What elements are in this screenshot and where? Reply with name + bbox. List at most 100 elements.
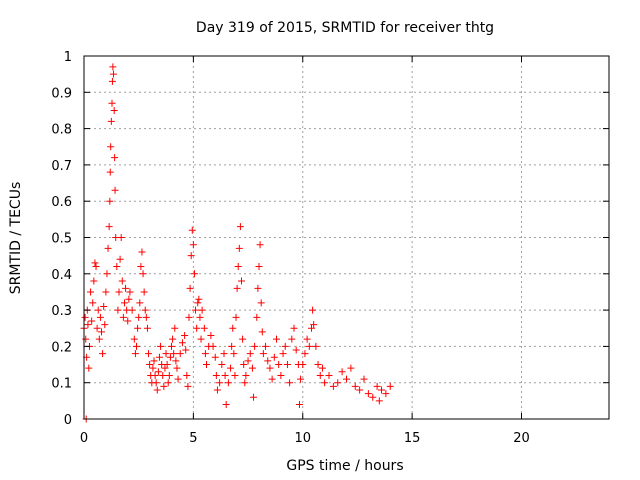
data-point [173,364,181,372]
data-point [130,335,138,343]
data-point [303,335,311,343]
data-point [110,106,118,114]
data-point [161,364,169,372]
data-point [190,270,198,278]
x-tick-label: 20 [513,431,530,446]
data-point [155,353,163,361]
data-point [195,295,203,303]
data-point [122,284,130,292]
data-point [235,244,243,252]
data-point [356,386,364,394]
data-point [270,353,278,361]
data-point [151,371,159,379]
data-point [111,186,119,194]
data-point [103,270,111,278]
data-point [351,382,359,390]
data-point [172,357,180,365]
data-point [241,379,249,387]
data-point [87,288,95,296]
data-point [81,313,89,321]
data-point [91,259,99,267]
data-point [117,234,125,241]
data-point [382,390,390,398]
data-point [250,393,258,401]
data-point [227,364,235,372]
data-point [136,299,144,307]
data-point [171,324,179,332]
data-point [364,390,372,398]
data-point [273,335,280,343]
data-point [212,371,220,379]
data-point [316,371,324,379]
data-point [140,288,148,296]
data-point [236,223,244,231]
data-point [100,302,108,310]
data-point [221,371,229,379]
data-point [160,382,168,390]
data-point [229,324,237,332]
chart-title: Day 319 of 2015, SRMTID for receiver tht… [196,20,494,36]
data-point [222,400,230,408]
data-point [124,317,132,325]
y-axis-label: SRMTID / TECUs [8,182,24,295]
data-point [295,400,303,408]
grid-lines [84,56,609,419]
data-point [193,324,201,332]
data-point [96,313,104,321]
data-point [187,252,195,260]
data-point [297,375,305,383]
data-point [209,342,217,350]
data-point [312,342,320,350]
x-tick-label: 0 [80,431,88,446]
data-point [182,346,190,354]
data-point [373,382,381,390]
data-point [163,361,171,369]
data-point [108,77,116,85]
data-point [128,306,136,314]
data-point [90,277,98,285]
data-point [125,295,133,303]
data-point [141,306,149,314]
x-tick-label: 15 [404,431,421,446]
data-point [89,299,97,307]
data-point [116,255,124,263]
data-point [133,342,140,350]
data-point [101,321,109,329]
data-point [183,371,191,379]
data-point [318,364,326,372]
data-point [292,346,300,354]
data-point [283,361,291,369]
data-point [232,313,240,321]
y-tick-label: 0.5 [51,232,72,247]
y-tick-label: 0.7 [51,159,72,174]
data-point [255,263,263,271]
data-point [162,350,170,358]
data-point [321,379,329,387]
data-point [299,361,307,369]
data-point [262,342,270,350]
data-point [251,342,259,350]
data-point [105,223,113,231]
data-point [310,321,318,329]
data-point [275,361,283,369]
y-tick-label: 0.9 [51,86,72,101]
data-point [115,288,123,296]
data-point [238,277,245,285]
data-point [118,277,126,285]
data-point [176,350,184,358]
data-point [153,386,161,394]
data-point [194,299,202,307]
data-point [314,361,322,369]
data-point [369,393,377,401]
data-point [152,379,160,387]
data-point [159,371,167,379]
data-point [207,332,215,340]
data-point [84,321,92,329]
y-tick-label: 0.8 [51,123,72,138]
data-point [178,339,186,347]
data-point [107,143,115,151]
data-point [113,263,121,271]
data-point [106,168,114,176]
data-point [150,357,158,365]
data-point [286,379,294,387]
